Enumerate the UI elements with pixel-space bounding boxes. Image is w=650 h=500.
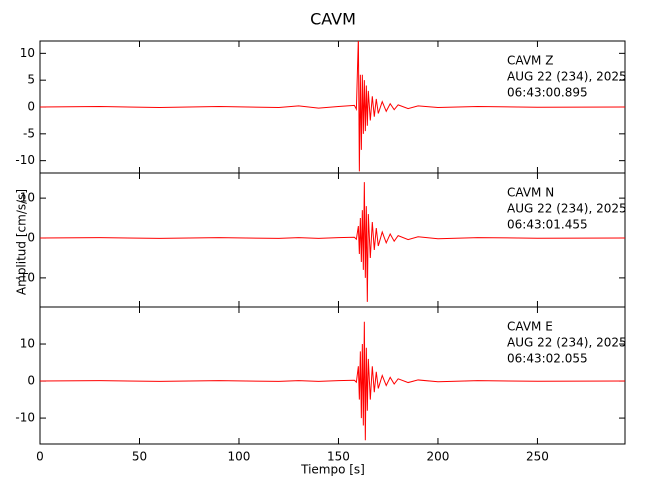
y-tick-label: -10	[15, 270, 35, 284]
x-tick-label: 150	[327, 450, 350, 464]
panel-frame	[39, 306, 626, 445]
annotation: CAVM N	[507, 186, 554, 200]
x-axis-label: Tiempo [s]	[300, 463, 365, 477]
chart-title: CAVM	[310, 10, 356, 29]
y-tick-label: -10	[15, 153, 35, 167]
annotation: AUG 22 (234), 2025	[507, 70, 627, 84]
annotation: AUG 22 (234), 2025	[507, 202, 627, 216]
x-tick-label: 50	[132, 450, 147, 464]
waveform	[40, 321, 625, 441]
y-tick-label: 0	[27, 231, 35, 245]
y-tick-label: 0	[27, 374, 35, 388]
x-tick-label: 100	[228, 450, 251, 464]
x-tick-label: 0	[36, 450, 44, 464]
annotation: 06:43:01.455	[507, 218, 588, 232]
x-tick-label: 200	[427, 450, 450, 464]
y-tick-label: 10	[20, 191, 35, 205]
y-tick-label: 10	[20, 46, 35, 60]
annotation: CAVM Z	[507, 54, 553, 68]
x-tick-label: 250	[526, 450, 549, 464]
annotation: 06:43:02.055	[507, 352, 588, 366]
y-tick-label: -10	[15, 411, 35, 425]
annotation: 06:43:00.895	[507, 86, 588, 100]
annotation: CAVM E	[507, 320, 553, 334]
annotation: AUG 22 (234), 2025	[507, 336, 627, 350]
waveform	[40, 182, 625, 302]
y-axis-label: Amplitud [cm/s/s]	[15, 189, 29, 295]
y-tick-label: -5	[23, 126, 35, 140]
y-tick-label: 10	[20, 337, 35, 351]
y-tick-label: 0	[27, 100, 35, 114]
waveform	[40, 41, 625, 172]
y-tick-label: 5	[27, 73, 35, 87]
